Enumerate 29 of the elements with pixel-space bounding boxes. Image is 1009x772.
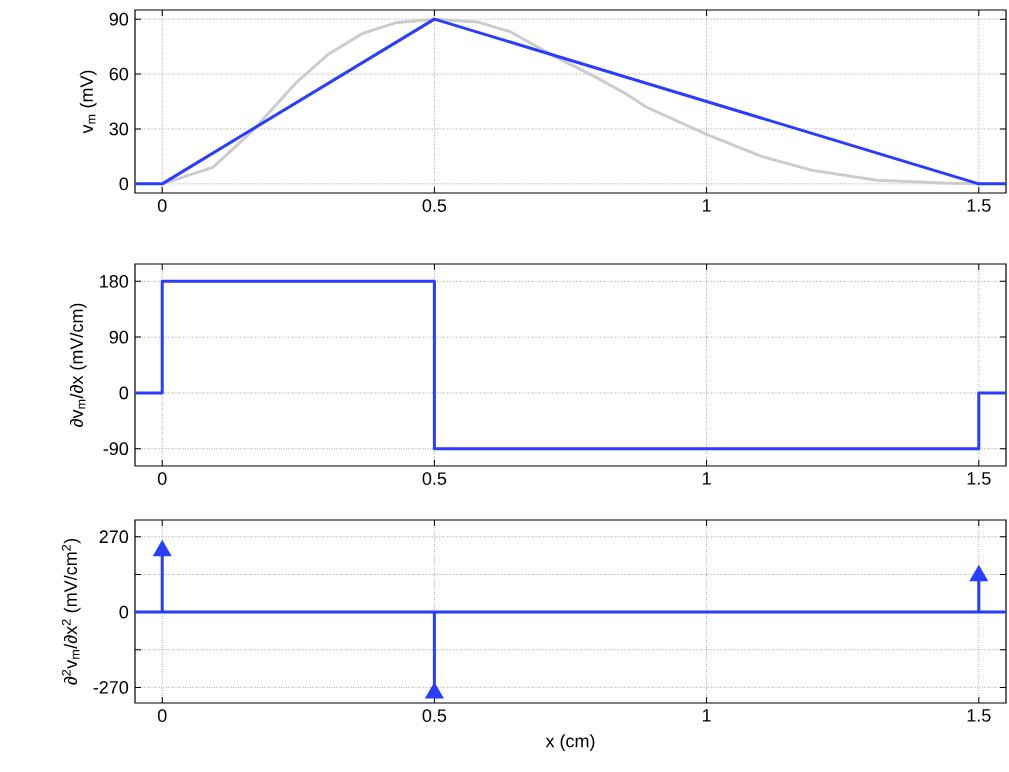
x-tick-label: 1.5 <box>967 472 991 485</box>
y-axis-title: ∂v$_{m}$/∂x (mV/cm) <box>69 303 87 427</box>
x-tick-label: 1 <box>702 472 711 485</box>
x-axis-title: x (cm) <box>545 734 595 751</box>
x-tick-label: 1.5 <box>967 199 991 212</box>
y-tick-label: 90 <box>109 330 129 344</box>
y-tick-label: 180 <box>100 274 129 288</box>
x-tick-label: 1.5 <box>967 709 991 722</box>
x-tick-label: 0.5 <box>422 472 447 485</box>
y-tick-label: -90 <box>103 442 129 456</box>
point <box>425 683 443 699</box>
x-tick-label: 0.5 <box>422 709 447 722</box>
x-tick-label: 0 <box>157 199 167 212</box>
y-tick-label: 270 <box>99 530 129 544</box>
x-tick-label: 1 <box>702 199 711 212</box>
y-axis-title: v$_{m}$ (mV) <box>79 70 97 134</box>
text: ∂$^{2}$v$_{m}$/∂x$^{2}$ (mV/cm$^{2}$) <box>61 538 81 685</box>
x-tick-label: 1 <box>702 709 711 722</box>
x-tick-label: 0 <box>157 709 167 722</box>
y-tick-label: 0 <box>119 177 129 191</box>
y-tick-label: -270 <box>93 681 129 694</box>
y-tick-label: 60 <box>109 67 129 81</box>
x-tick-label: 0.5 <box>422 199 447 212</box>
x-tick-label: 0 <box>157 472 167 485</box>
point <box>153 541 171 557</box>
y-tick-label: 0 <box>119 605 129 619</box>
y-tick-label: 30 <box>109 122 129 136</box>
y-tick-label: 90 <box>109 12 129 26</box>
y-tick-label: 0 <box>119 386 129 400</box>
